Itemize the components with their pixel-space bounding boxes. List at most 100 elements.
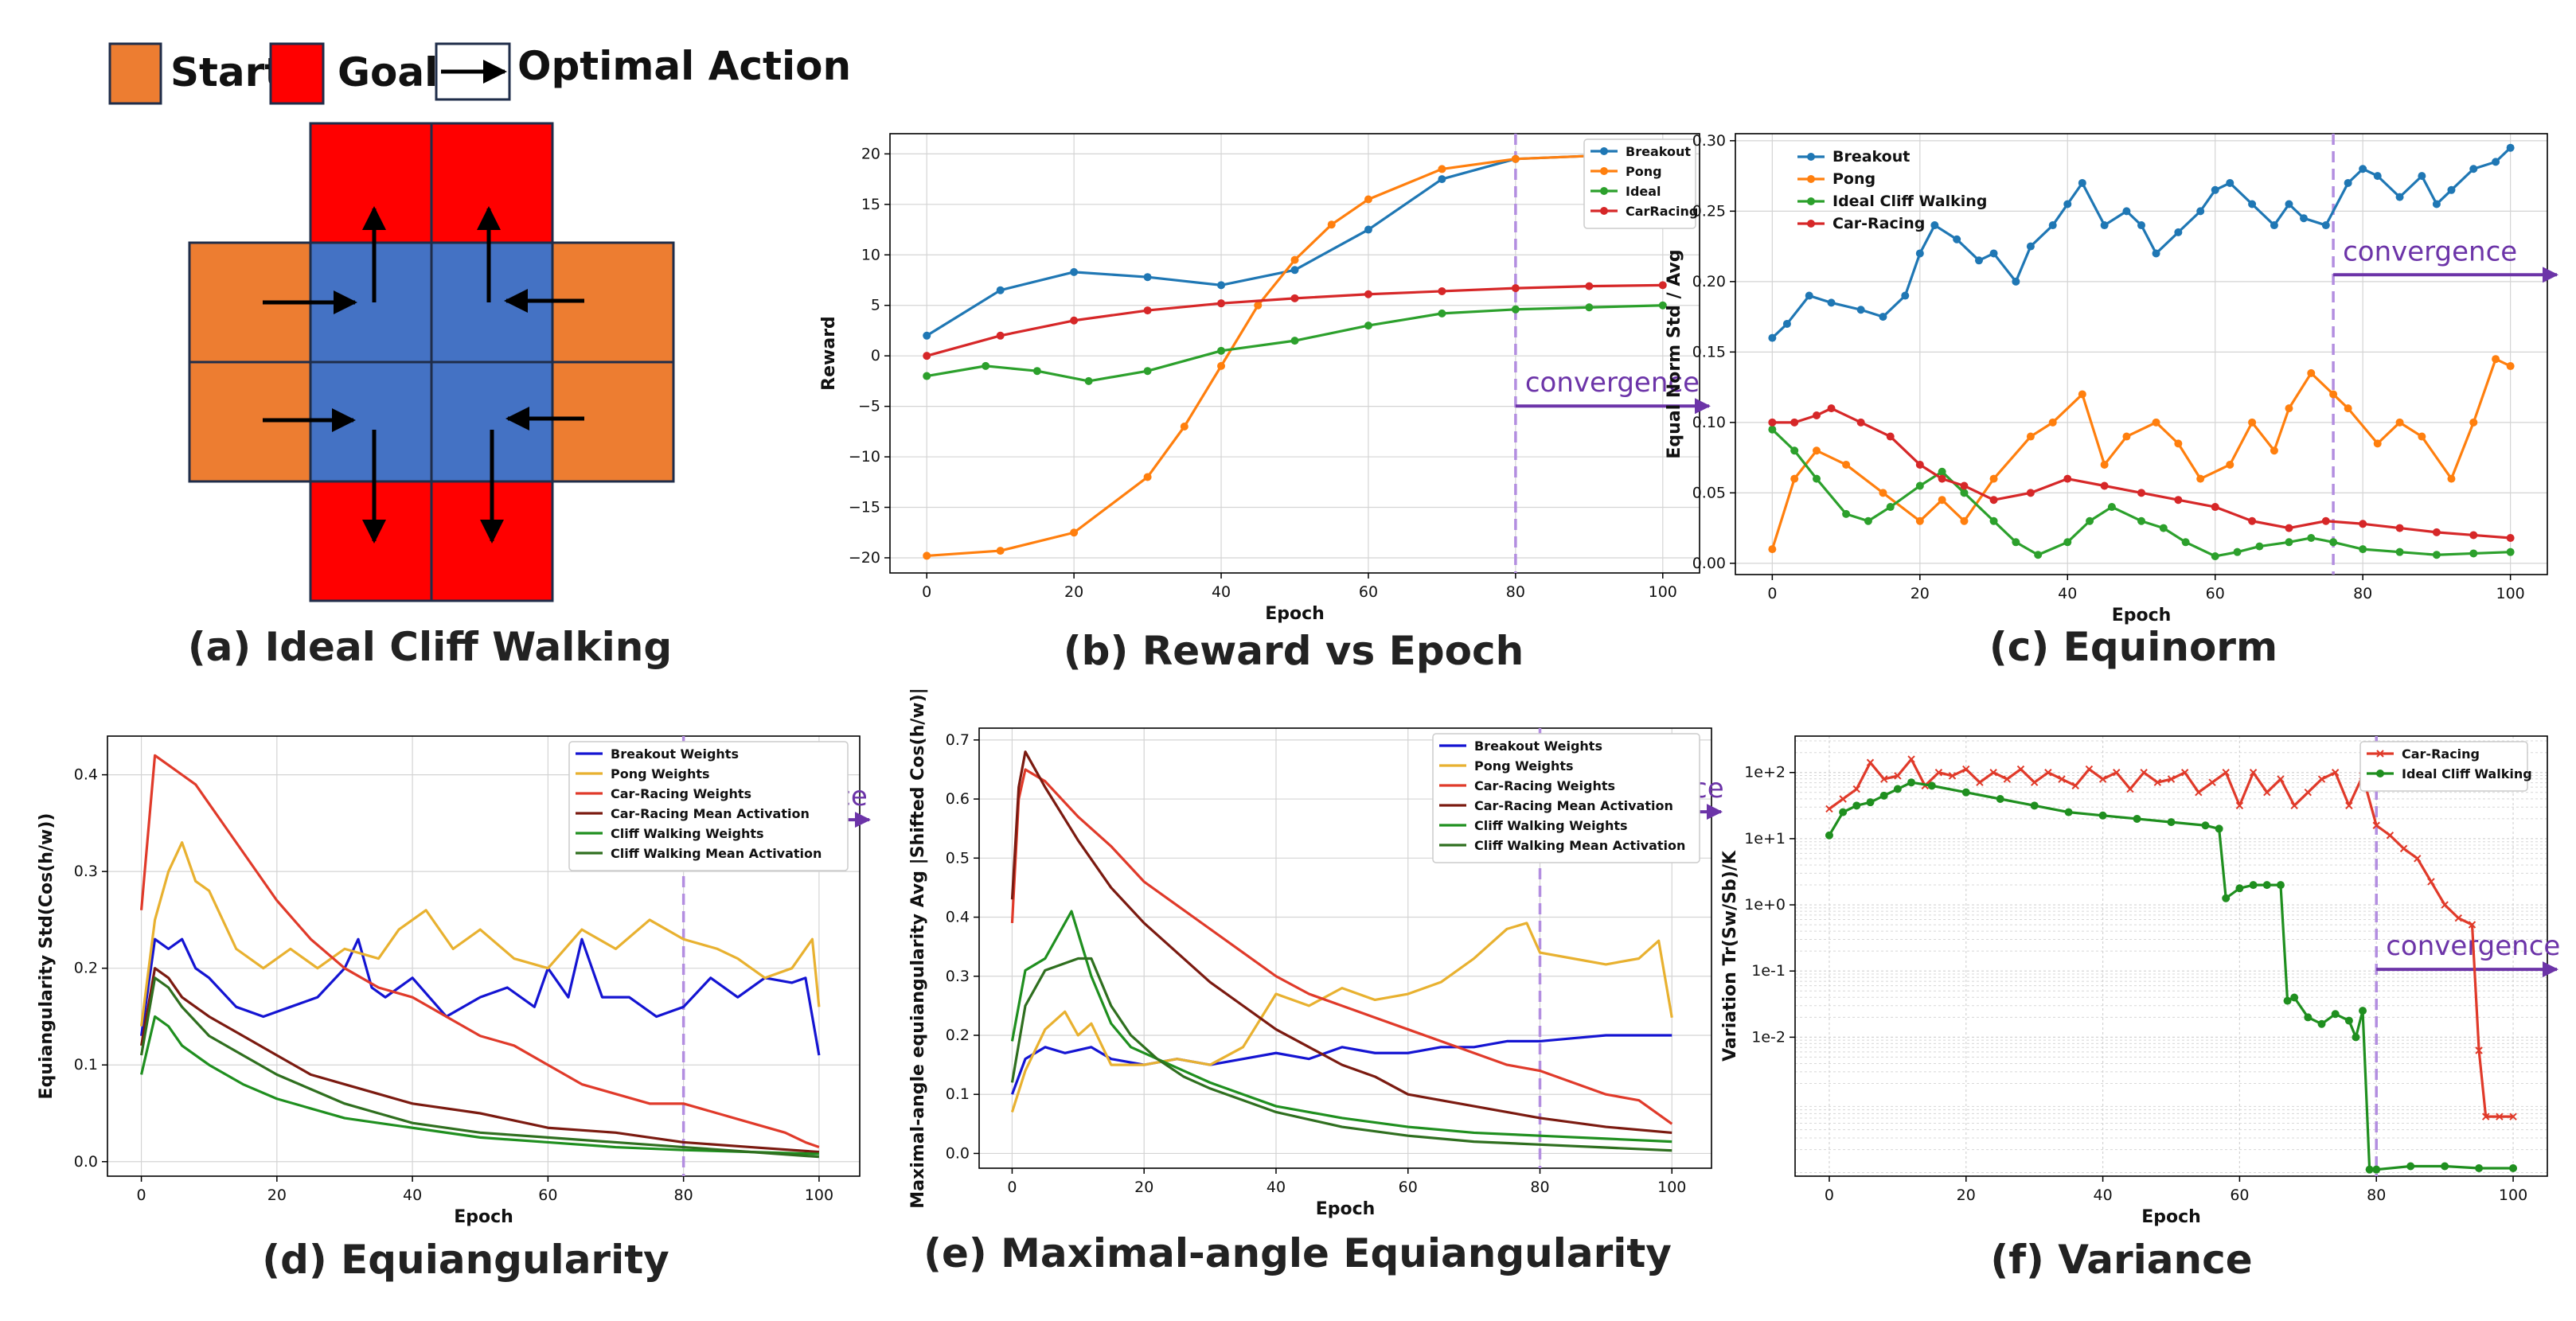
data-point [2026, 489, 2035, 497]
cliff-walking-grid [188, 122, 675, 602]
data-point [1143, 473, 1152, 481]
data-point [1658, 301, 1667, 310]
data-point [2270, 446, 2278, 455]
y-tick-label: 0.4 [74, 766, 98, 784]
x-tick-label: 40 [1267, 1179, 1286, 1196]
data-point [2263, 788, 2271, 797]
series-pong-weights [1010, 922, 1673, 1113]
data-point [1143, 367, 1152, 376]
x-tick-label: 100 [1657, 1179, 1686, 1196]
series-carracing [923, 281, 1667, 360]
data-point [1907, 755, 1915, 763]
data-point [1938, 496, 1946, 505]
legend-marker [1807, 220, 1815, 228]
data-point [1989, 496, 1998, 505]
y-axis-label: Variation Tr(Sw/Sb)/K [1720, 850, 1740, 1062]
data-point [2167, 818, 2176, 827]
y-tick-label: 0.25 [1692, 202, 1726, 220]
data-point [1217, 346, 1226, 355]
legend-label: Ideal Cliff Walking [1832, 193, 1987, 210]
data-point [923, 331, 931, 340]
legend-marker [1807, 197, 1815, 205]
data-point [2285, 524, 2293, 532]
goal-cell [430, 122, 554, 244]
data-point [2290, 993, 2299, 1002]
y-tick-label: −10 [849, 448, 880, 466]
data-point [2003, 775, 2012, 783]
data-point [1813, 474, 1821, 483]
data-point [2395, 524, 2404, 532]
data-point [2468, 921, 2476, 929]
data-point [1879, 489, 1887, 497]
data-point [2016, 765, 2025, 774]
data-point [2235, 884, 2244, 893]
data-point [2359, 1007, 2367, 1015]
y-tick-label: 0.10 [1692, 414, 1726, 431]
data-point [1856, 306, 1865, 314]
legend-label: Cliff Walking Mean Activation [611, 846, 822, 861]
legend: Breakout Weights Pong Weights Car-Racing W… [568, 741, 849, 871]
data-point [2195, 788, 2203, 797]
data-point [2126, 785, 2134, 793]
data-point [1511, 284, 1520, 293]
y-axis-label: Equal Norm Std / Avg [1665, 249, 1684, 458]
data-point [2249, 881, 2258, 890]
data-point [2122, 432, 2131, 441]
data-point [2211, 503, 2219, 512]
series-pong-weights [139, 841, 821, 1027]
data-point [2506, 547, 2515, 556]
x-tick-label: 40 [1212, 583, 1231, 601]
series-line [1010, 910, 1672, 1144]
data-point [2331, 769, 2340, 777]
x-tick-label: 100 [2499, 1187, 2527, 1204]
legend: Breakout Pong Ideal Cliff Walking Car-Racin… [1797, 148, 1987, 232]
data-point [923, 352, 931, 360]
data-point [2509, 1164, 2518, 1173]
y-tick-label: 0.20 [1692, 273, 1726, 290]
data-point [2276, 881, 2285, 890]
series-line [1010, 768, 1673, 1125]
goal-legend-swatch [269, 42, 325, 105]
x-tick-label: 20 [1134, 1179, 1153, 1196]
panel-b-caption: (b) Reward vs Epoch [1064, 628, 1524, 674]
data-point [1084, 376, 1093, 385]
data-point [2427, 878, 2435, 886]
y-tick-label: 15 [861, 196, 880, 213]
data-point [1658, 281, 1667, 290]
y-tick-label: −15 [849, 499, 880, 516]
data-point [1927, 781, 1936, 790]
legend-label: Car-Racing [2402, 746, 2480, 762]
x-axis-label: Epoch [2141, 1207, 2201, 1227]
data-point [2395, 547, 2404, 556]
y-tick-label: 0.1 [946, 1085, 970, 1103]
data-point [1894, 772, 1902, 780]
goal-cell [309, 480, 433, 602]
y-tick-label: 0.7 [946, 731, 970, 749]
data-point [1768, 418, 1777, 427]
data-point [2496, 1113, 2504, 1120]
legend-label: Cliff Walking Mean Activation [1474, 838, 1685, 853]
legend-label: Cliff Walking Weights [1474, 818, 1628, 833]
data-point [2153, 778, 2162, 786]
legend-label: Car-Racing Weights [611, 786, 751, 801]
x-tick-label: 80 [1530, 1179, 1549, 1196]
series-car-racing [1825, 755, 2517, 1120]
data-point [1825, 831, 1833, 840]
data-point [1032, 367, 1041, 376]
data-point [2180, 769, 2189, 777]
series-line [1771, 146, 2512, 339]
panel-c-caption: (c) Equinorm [1989, 624, 2277, 670]
y-tick-label: 0.6 [946, 790, 970, 808]
plot-frame [889, 133, 1700, 574]
data-point [1915, 460, 1924, 469]
y-tick-label: 1e-2 [1751, 1028, 1786, 1046]
data-point [2414, 855, 2422, 863]
data-point [2249, 769, 2258, 777]
data-point [2481, 1113, 2490, 1120]
x-axis-label: Epoch [1316, 1199, 1376, 1219]
y-tick-label: 0.3 [74, 863, 98, 880]
series-line [1829, 758, 2514, 1118]
data-point [1976, 778, 1984, 786]
data-point [2100, 481, 2109, 490]
data-point [2506, 533, 2515, 542]
